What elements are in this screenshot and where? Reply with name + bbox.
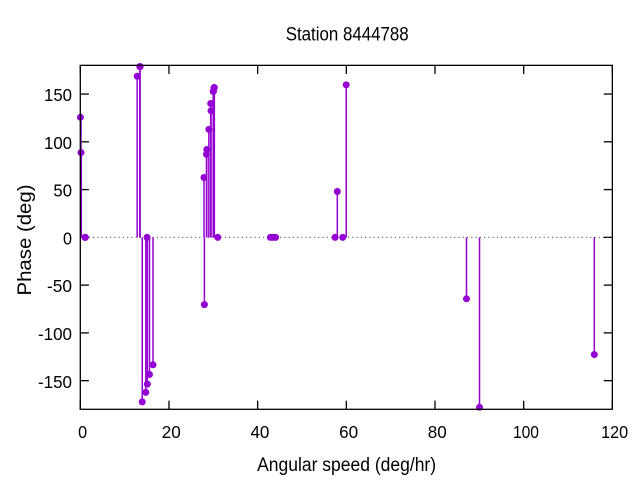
svg-text:0: 0 (78, 422, 87, 442)
svg-text:40: 40 (250, 422, 269, 442)
svg-text:Angular speed (deg/hr): Angular speed (deg/hr) (257, 455, 436, 476)
svg-text:150: 150 (44, 85, 72, 105)
svg-text:120: 120 (601, 422, 628, 442)
svg-text:60: 60 (339, 422, 358, 442)
svg-text:-50: -50 (47, 276, 72, 296)
svg-text:0: 0 (63, 228, 72, 248)
svg-text:-150: -150 (38, 372, 72, 392)
svg-text:-100: -100 (38, 324, 72, 344)
svg-text:100: 100 (513, 422, 539, 442)
svg-text:Phase (deg): Phase (deg) (15, 185, 36, 296)
svg-text:100: 100 (44, 133, 72, 153)
svg-text:20: 20 (162, 422, 181, 442)
svg-text:80: 80 (428, 422, 447, 442)
svg-text:50: 50 (53, 181, 72, 201)
svg-text:Station 8444788: Station 8444788 (286, 24, 409, 45)
